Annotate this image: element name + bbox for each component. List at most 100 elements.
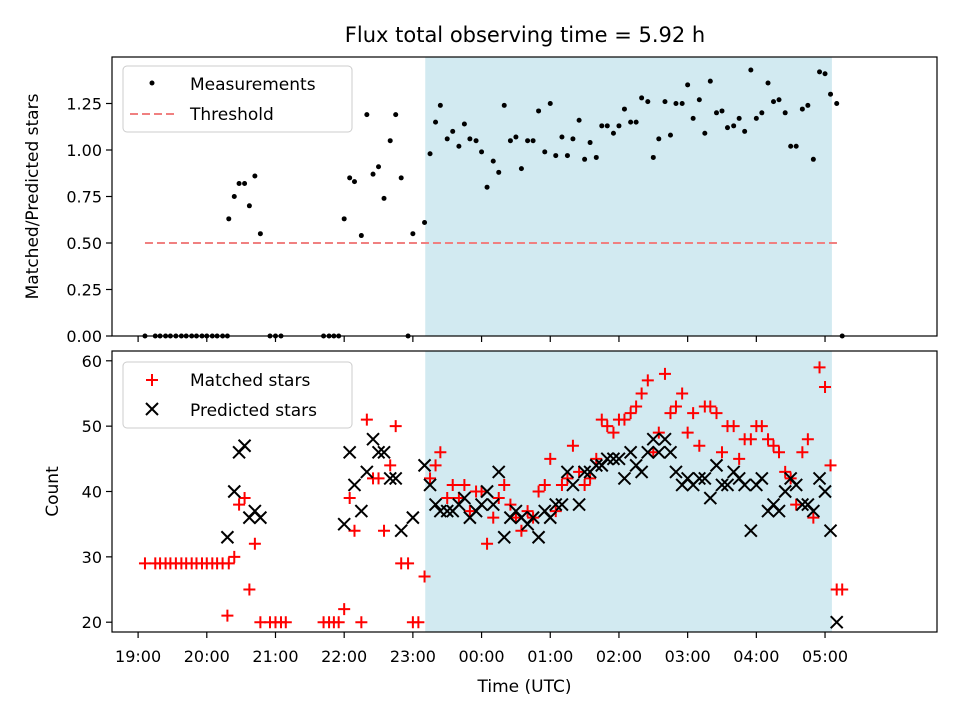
predicted-star-point [589, 458, 603, 473]
predicted-star-point [577, 465, 592, 479]
measurement-point [410, 231, 416, 237]
measurement-point [530, 138, 536, 144]
observing-window-shade-bottom [425, 351, 832, 632]
predicted-star-point [812, 471, 827, 486]
predicted-star-point [337, 517, 351, 531]
matched-star-point [138, 557, 151, 570]
predicted-star-point [641, 445, 655, 459]
matched-star-point [796, 446, 809, 459]
matched-star-point [578, 478, 591, 491]
measurement-point [341, 216, 347, 222]
matched-star-point [801, 433, 814, 446]
measurement-point [628, 119, 634, 125]
predicted-star-point [744, 524, 758, 538]
matched-star-point [566, 439, 579, 452]
predicted-star-point [388, 471, 403, 486]
predicted-star-point [366, 432, 380, 446]
matched-star-point [779, 465, 792, 478]
measurement-point [473, 138, 479, 144]
matched-star-point [338, 603, 351, 616]
measurement-point [810, 156, 816, 162]
measurement-point [753, 115, 759, 121]
predicted-star-point [497, 530, 511, 544]
y-tick-label: 0.00 [66, 327, 102, 346]
predicted-star-point [371, 445, 386, 459]
predicted-star-point [526, 510, 540, 525]
predicted-star-point [737, 478, 752, 492]
matched-star-point [360, 413, 373, 426]
predicted-star-point [830, 615, 844, 629]
x-tick-label: 19:00 [115, 647, 161, 666]
matched-star-point [744, 433, 757, 446]
measurement-point [246, 203, 252, 209]
matched-star-point [704, 400, 717, 413]
measurement-point [422, 220, 428, 226]
measurement-point [226, 216, 232, 222]
matched-star-point [762, 433, 775, 446]
matched-star-point [807, 511, 820, 524]
predicted-star-point [715, 478, 729, 492]
measurement-point [696, 97, 702, 103]
measurement-point [351, 179, 357, 185]
matched-star-point [687, 407, 700, 420]
measurement-point [242, 180, 248, 186]
matched-star-point [412, 616, 425, 629]
matched-star-point [664, 407, 677, 420]
matched-star-point [658, 367, 671, 380]
measurement-point [656, 136, 662, 142]
measurement-point [387, 138, 393, 144]
matched-star-point [532, 485, 545, 498]
matched-star-point [555, 478, 568, 491]
measurement-point [559, 134, 565, 140]
measurement-point [587, 140, 593, 146]
measurement-point [513, 134, 519, 140]
matched-star-point [813, 361, 826, 374]
predicted-star-point [227, 484, 241, 499]
measurement-point [610, 130, 616, 136]
measurement-point [570, 136, 576, 142]
predicted-star-point [823, 524, 838, 538]
measurement-point [381, 195, 387, 201]
matched-star-point [343, 492, 356, 505]
measurement-point [547, 101, 553, 106]
matched-star-point [767, 439, 780, 452]
matched-star-point [669, 400, 682, 413]
measurement-point [765, 80, 771, 86]
predicted-star-point [606, 452, 621, 466]
matched-star-point [222, 557, 235, 570]
measurements-legend-label: Measurements [190, 75, 316, 95]
measurement-point [479, 149, 485, 155]
measurement-point [759, 110, 765, 116]
matched-star-point [618, 413, 631, 426]
matched-star-point [733, 452, 746, 465]
measurement-point [536, 108, 542, 114]
count-y-axis-label: Count [43, 466, 63, 517]
predicted-star-point [555, 497, 569, 512]
matched-star-point [601, 420, 614, 433]
predicted-star-point [394, 524, 408, 538]
measurement-point [719, 108, 725, 114]
matched-star-point [652, 426, 665, 439]
matched-star-point [681, 426, 694, 439]
measurement-point [805, 102, 811, 108]
measurement-point [507, 138, 513, 144]
predicted-star-point [406, 510, 420, 525]
matched-star-point [836, 583, 849, 596]
y-tick-label: 1.00 [66, 141, 102, 160]
matched-star-point [584, 472, 597, 485]
x-tick-label: 04:00 [733, 647, 779, 666]
matched-star-point [521, 505, 534, 518]
measurement-point [564, 153, 570, 159]
x-tick-label: 05:00 [802, 647, 848, 666]
measurement-point [736, 115, 742, 121]
count-panel: 20 30 40 50 60 19:00 20:00 21:00 22:00 23:00 00:0… [43, 350, 938, 697]
matched-star-point [418, 570, 431, 583]
predicted-star-point [669, 465, 683, 479]
y-tick-label: 0.25 [66, 281, 102, 300]
matched-star-point [243, 583, 256, 596]
measurement-point [593, 154, 599, 160]
measurement-point [231, 194, 237, 199]
measurement-point [427, 151, 433, 157]
matched-star-point [434, 446, 447, 459]
